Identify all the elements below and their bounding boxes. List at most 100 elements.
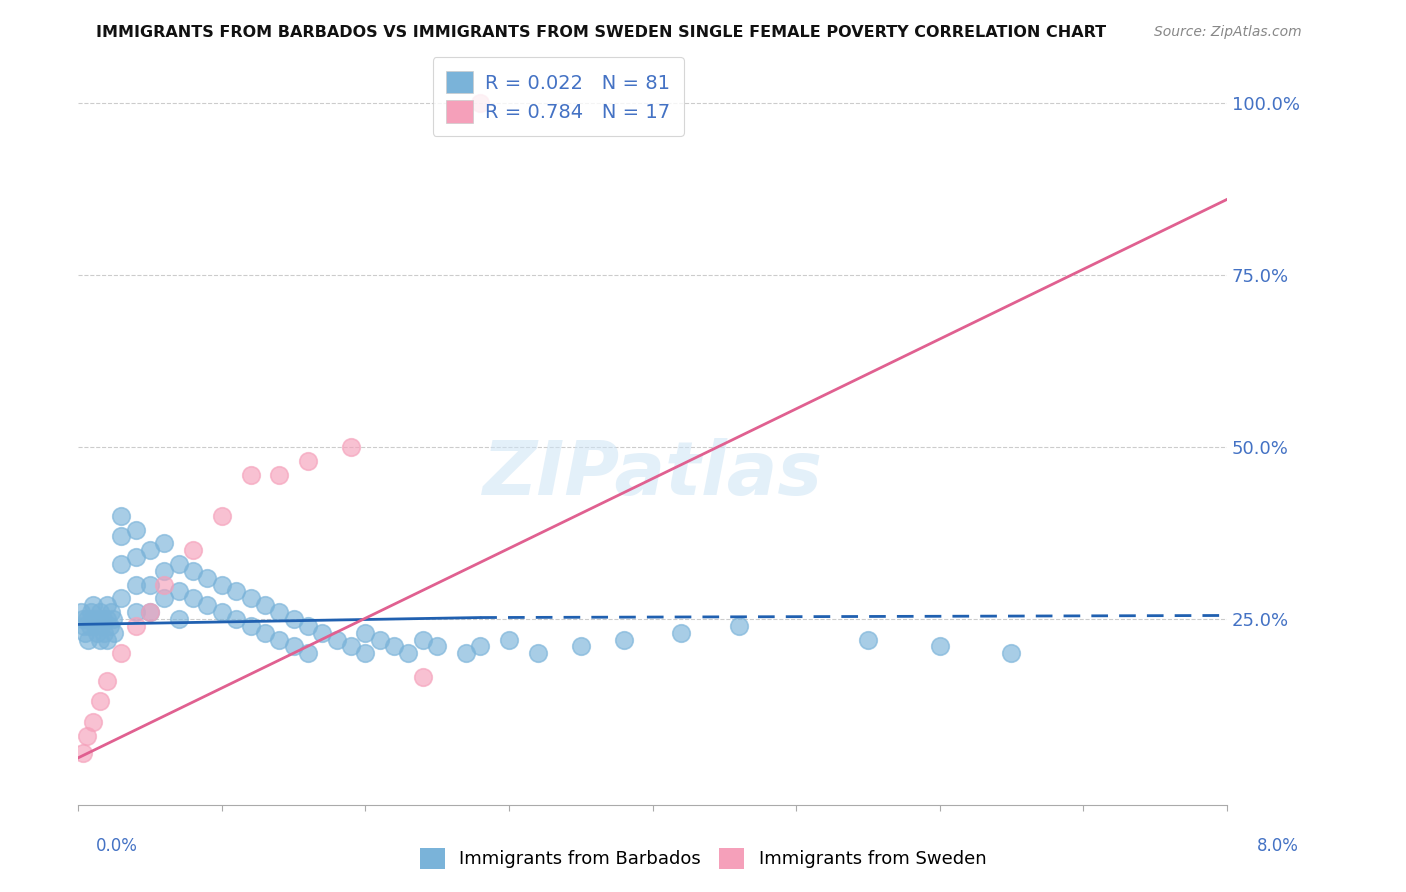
Text: 0.0%: 0.0% bbox=[96, 837, 138, 855]
Point bbox=[412, 670, 434, 684]
Point bbox=[139, 605, 162, 619]
Point bbox=[86, 625, 108, 640]
Point bbox=[167, 612, 190, 626]
Point bbox=[569, 640, 592, 654]
Point bbox=[76, 612, 98, 626]
Point bbox=[110, 508, 132, 523]
Point bbox=[269, 632, 291, 647]
Point bbox=[70, 605, 93, 619]
Point bbox=[253, 598, 276, 612]
Point bbox=[93, 625, 115, 640]
Point bbox=[96, 612, 118, 626]
Point bbox=[239, 591, 262, 606]
Point bbox=[72, 746, 94, 760]
Point bbox=[354, 646, 377, 660]
Point bbox=[671, 625, 693, 640]
Point bbox=[139, 543, 162, 558]
Point bbox=[110, 646, 132, 660]
Point bbox=[283, 640, 305, 654]
Point bbox=[311, 625, 333, 640]
Point bbox=[79, 619, 101, 633]
Point bbox=[470, 96, 492, 111]
Point bbox=[211, 605, 233, 619]
Point bbox=[75, 625, 97, 640]
Point bbox=[181, 591, 204, 606]
Point bbox=[727, 619, 749, 633]
Point bbox=[325, 632, 347, 647]
Point bbox=[928, 640, 950, 654]
Point bbox=[197, 571, 219, 585]
Point bbox=[73, 619, 96, 633]
Point bbox=[110, 557, 132, 571]
Point bbox=[76, 729, 98, 743]
Point bbox=[103, 625, 125, 640]
Point bbox=[167, 584, 190, 599]
Point bbox=[297, 619, 319, 633]
Point bbox=[526, 646, 548, 660]
Point bbox=[125, 523, 148, 537]
Text: Source: ZipAtlas.com: Source: ZipAtlas.com bbox=[1154, 25, 1302, 39]
Point bbox=[856, 632, 879, 647]
Point bbox=[139, 605, 162, 619]
Point bbox=[1000, 646, 1022, 660]
Point bbox=[82, 714, 104, 729]
Text: ZIPatlas: ZIPatlas bbox=[482, 438, 823, 511]
Point bbox=[181, 564, 204, 578]
Point bbox=[98, 619, 121, 633]
Point bbox=[368, 632, 391, 647]
Point bbox=[181, 543, 204, 558]
Point bbox=[382, 640, 405, 654]
Point bbox=[470, 640, 492, 654]
Point bbox=[211, 577, 233, 591]
Point bbox=[89, 632, 111, 647]
Point bbox=[239, 619, 262, 633]
Point bbox=[125, 577, 148, 591]
Point bbox=[239, 467, 262, 482]
Point bbox=[412, 632, 434, 647]
Point bbox=[297, 646, 319, 660]
Point bbox=[139, 577, 162, 591]
Point bbox=[613, 632, 636, 647]
Point bbox=[454, 646, 477, 660]
Point bbox=[110, 591, 132, 606]
Point bbox=[297, 454, 319, 468]
Legend: R = 0.022   N = 81, R = 0.784   N = 17: R = 0.022 N = 81, R = 0.784 N = 17 bbox=[433, 57, 683, 136]
Point bbox=[269, 605, 291, 619]
Text: 8.0%: 8.0% bbox=[1257, 837, 1299, 855]
Legend: Immigrants from Barbados, Immigrants from Sweden: Immigrants from Barbados, Immigrants fro… bbox=[412, 840, 994, 876]
Point bbox=[153, 564, 176, 578]
Point bbox=[269, 467, 291, 482]
Point bbox=[87, 612, 110, 626]
Point bbox=[90, 619, 112, 633]
Point bbox=[225, 612, 247, 626]
Point bbox=[354, 625, 377, 640]
Point bbox=[167, 557, 190, 571]
Point bbox=[80, 605, 103, 619]
Point bbox=[340, 640, 363, 654]
Point bbox=[77, 632, 100, 647]
Point bbox=[197, 598, 219, 612]
Point bbox=[283, 612, 305, 626]
Point bbox=[82, 612, 104, 626]
Point bbox=[110, 529, 132, 543]
Point bbox=[398, 646, 420, 660]
Point bbox=[96, 632, 118, 647]
Point bbox=[89, 605, 111, 619]
Point bbox=[72, 612, 94, 626]
Point bbox=[153, 591, 176, 606]
Point bbox=[498, 632, 520, 647]
Point bbox=[100, 605, 122, 619]
Point bbox=[153, 536, 176, 550]
Point bbox=[96, 673, 118, 688]
Point bbox=[225, 584, 247, 599]
Point bbox=[125, 619, 148, 633]
Point bbox=[211, 508, 233, 523]
Point bbox=[253, 625, 276, 640]
Point bbox=[101, 612, 124, 626]
Point bbox=[340, 440, 363, 454]
Text: IMMIGRANTS FROM BARBADOS VS IMMIGRANTS FROM SWEDEN SINGLE FEMALE POVERTY CORRELA: IMMIGRANTS FROM BARBADOS VS IMMIGRANTS F… bbox=[96, 25, 1105, 40]
Point bbox=[91, 612, 114, 626]
Point bbox=[89, 694, 111, 708]
Point bbox=[82, 598, 104, 612]
Point bbox=[426, 640, 449, 654]
